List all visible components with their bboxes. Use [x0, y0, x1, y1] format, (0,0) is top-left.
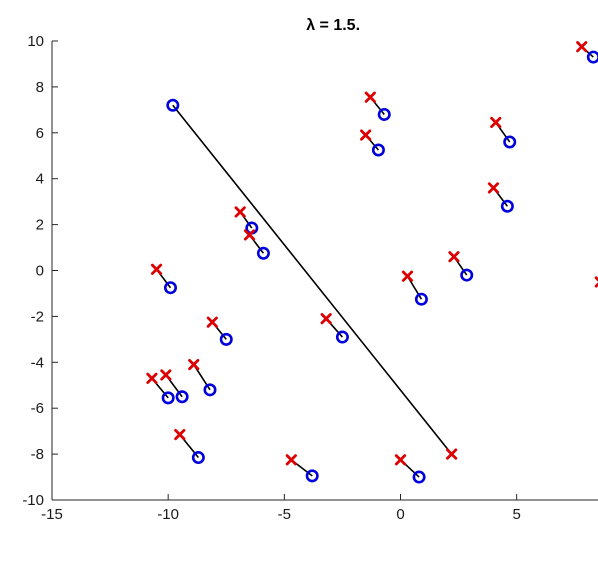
x-tick-label: 0 — [396, 506, 404, 523]
circle-point — [175, 390, 189, 404]
circle-point — [503, 135, 517, 149]
y-tick-label: -10 — [22, 492, 44, 509]
x-tick-label: 5 — [513, 506, 521, 523]
cross-point — [364, 91, 376, 103]
circle-point — [256, 246, 270, 260]
cross-point — [320, 313, 332, 325]
y-tick-label: 2 — [36, 217, 44, 234]
cross-point — [146, 372, 158, 384]
circle-point — [460, 268, 474, 282]
y-tick-label: 8 — [36, 79, 44, 96]
circle-point — [371, 143, 385, 157]
circle-point — [161, 391, 175, 405]
cross-point — [150, 263, 163, 275]
cross-point — [394, 454, 407, 466]
cross-point — [285, 454, 297, 466]
circle-point — [305, 469, 319, 483]
circle-point — [414, 292, 428, 306]
y-tick-label: 4 — [36, 171, 44, 188]
segments-layer — [151, 46, 594, 478]
chart-title: λ = 1.5. — [306, 17, 360, 34]
markers-layer — [146, 41, 598, 484]
y-tick-label: -4 — [31, 354, 44, 371]
cross-point — [576, 41, 588, 53]
cross-point — [160, 369, 172, 381]
cross-point — [234, 206, 246, 218]
cross-point — [490, 116, 502, 129]
y-tick-label: -8 — [31, 446, 44, 463]
y-tick-label: -2 — [31, 308, 44, 325]
y-tick-label: 6 — [36, 125, 44, 142]
circle-point — [163, 281, 177, 295]
axes-layer — [51, 41, 598, 501]
cross-point — [448, 251, 460, 263]
cross-point — [360, 129, 372, 141]
circle-point — [377, 107, 391, 121]
circle-point — [335, 330, 349, 344]
x-tick-label: -10 — [157, 506, 179, 523]
cross-point — [174, 428, 186, 441]
cross-point — [401, 270, 414, 282]
cross-point — [243, 229, 256, 241]
cross-point — [206, 316, 218, 328]
y-tick-label: 10 — [27, 33, 44, 50]
y-tick-label: 0 — [36, 263, 44, 280]
cross-point — [446, 448, 458, 460]
long-segment — [172, 104, 453, 455]
x-tick-label: -15 — [41, 506, 63, 523]
x-tick-label: -5 — [278, 506, 291, 523]
circle-point — [203, 383, 217, 397]
y-tick-label: -6 — [31, 400, 44, 417]
circle-point — [412, 470, 426, 484]
circle-point — [586, 50, 598, 64]
circle-point — [166, 98, 180, 112]
circle-point — [219, 332, 233, 346]
cross-point — [188, 358, 200, 371]
cross-point — [487, 182, 500, 194]
circle-point — [500, 199, 514, 213]
circle-point — [191, 451, 205, 465]
